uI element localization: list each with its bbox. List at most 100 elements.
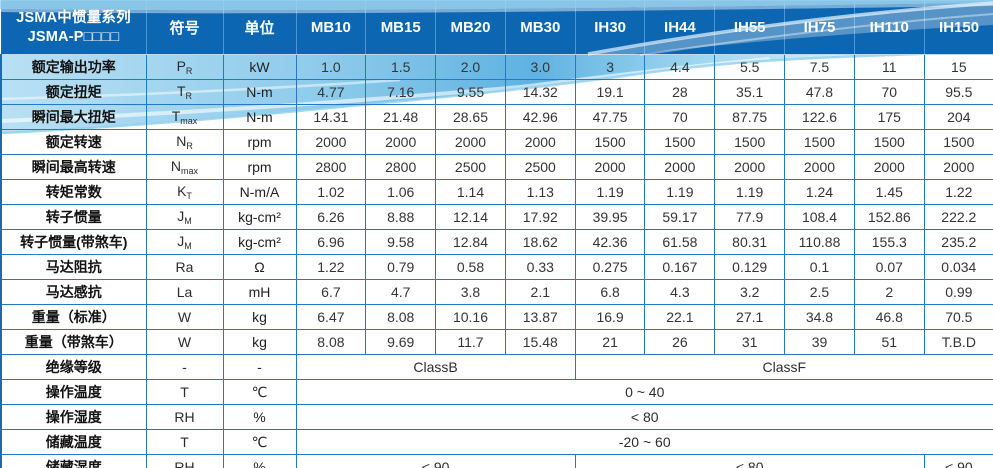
spec-span-value: ClassB bbox=[295, 354, 576, 380]
spec-value: 14.32 bbox=[504, 79, 576, 105]
spec-span-value: ClassF bbox=[574, 354, 993, 380]
spec-value: 2000 bbox=[853, 154, 925, 180]
spec-value: 1.5 bbox=[365, 54, 437, 80]
spec-row: 转子惯量(带煞车) JM kg-cm² 6.96 9.58 12.84 18.62 42.36… bbox=[0, 229, 993, 255]
spec-value: 1500 bbox=[644, 129, 716, 155]
spec-value: 175 bbox=[853, 104, 925, 130]
spec-value: 2000 bbox=[714, 154, 786, 180]
spec-unit: kg bbox=[222, 329, 297, 355]
spec-symbol: Tmax bbox=[145, 104, 224, 130]
spec-unit: - bbox=[222, 354, 297, 380]
spec-value: 122.6 bbox=[784, 104, 855, 130]
spec-label: 操作湿度 bbox=[0, 404, 147, 430]
spec-value: 61.58 bbox=[644, 229, 716, 255]
spec-label: 额定输出功率 bbox=[0, 54, 147, 80]
spec-value: 155.3 bbox=[853, 229, 925, 255]
spec-value: 9.55 bbox=[435, 79, 506, 105]
spec-value: 6.96 bbox=[295, 229, 367, 255]
spec-value: 12.14 bbox=[435, 204, 506, 230]
series-title-line2: JSMA-P□□□□ bbox=[27, 28, 120, 45]
model-header-ih150: IH150 bbox=[923, 0, 993, 55]
spec-value: 0.129 bbox=[714, 254, 786, 280]
spec-value: 2.5 bbox=[784, 279, 855, 305]
unit-column-header: 单位 bbox=[222, 0, 297, 55]
spec-value: 18.62 bbox=[504, 229, 576, 255]
spec-row: 操作温度 T ℃ 0 ~ 40 bbox=[0, 379, 993, 405]
spec-unit: N-m/A bbox=[222, 179, 297, 205]
spec-symbol: KT bbox=[145, 179, 224, 205]
spec-value: 235.2 bbox=[923, 229, 993, 255]
spec-value: 0.33 bbox=[504, 254, 576, 280]
spec-value: 77.9 bbox=[714, 204, 786, 230]
symbol-column-header: 符号 bbox=[145, 0, 224, 55]
spec-value: 222.2 bbox=[923, 204, 993, 230]
spec-value: 0.07 bbox=[853, 254, 925, 280]
spec-value: 31 bbox=[714, 329, 786, 355]
spec-value: 0.1 bbox=[784, 254, 855, 280]
spec-value: 28 bbox=[644, 79, 716, 105]
spec-row: 绝缘等级 - - ClassB ClassF bbox=[0, 354, 993, 380]
spec-value: 110.88 bbox=[784, 229, 855, 255]
spec-span-value: -20 ~ 60 bbox=[295, 429, 993, 455]
spec-value: 6.8 bbox=[574, 279, 646, 305]
spec-value: 2000 bbox=[923, 154, 993, 180]
spec-label: 绝缘等级 bbox=[0, 354, 147, 380]
spec-unit: N-m bbox=[222, 104, 297, 130]
spec-value: 15.48 bbox=[504, 329, 576, 355]
spec-value: 3.0 bbox=[504, 54, 576, 80]
spec-row: 操作湿度 RH% < 80 bbox=[0, 404, 993, 430]
spec-row: 瞬间最大扭矩 Tmax N-m 14.31 21.48 28.65 42.96 47.75 70… bbox=[0, 104, 993, 130]
spec-value: 0.275 bbox=[574, 254, 646, 280]
spec-symbol: NR bbox=[145, 129, 224, 155]
spec-value: 70.5 bbox=[923, 304, 993, 330]
spec-value: 9.58 bbox=[365, 229, 437, 255]
spec-value: 2000 bbox=[365, 129, 437, 155]
spec-value: 1500 bbox=[853, 129, 925, 155]
spec-value: 11.7 bbox=[435, 329, 506, 355]
spec-row: 马达感抗 La mH 6.7 4.7 3.8 2.1 6.8 4.3 3.2 2.5 2 0.99 bbox=[0, 279, 993, 305]
spec-unit: rpm bbox=[222, 154, 297, 180]
spec-label: 转矩常数 bbox=[0, 179, 147, 205]
spec-value: 1.0 bbox=[295, 54, 367, 80]
spec-value: 2500 bbox=[504, 154, 576, 180]
spec-value: 2.1 bbox=[504, 279, 576, 305]
spec-value: 95.5 bbox=[923, 79, 993, 105]
spec-label: 马达感抗 bbox=[0, 279, 147, 305]
spec-label: 操作温度 bbox=[0, 379, 147, 405]
spec-value: 1.19 bbox=[714, 179, 786, 205]
spec-unit: Ω bbox=[222, 254, 297, 280]
spec-symbol: JM bbox=[145, 229, 224, 255]
spec-value: 6.47 bbox=[295, 304, 367, 330]
spec-value: 70 bbox=[644, 104, 716, 130]
spec-value: 59.17 bbox=[644, 204, 716, 230]
spec-value: 35.1 bbox=[714, 79, 786, 105]
model-header-mb10: MB10 bbox=[295, 0, 367, 55]
series-title-line1: JSMA中惯量系列 bbox=[16, 9, 131, 26]
spec-value: 4.7 bbox=[365, 279, 437, 305]
spec-value: 1.19 bbox=[574, 179, 646, 205]
spec-symbol: - bbox=[145, 354, 224, 380]
spec-unit: ℃ bbox=[222, 379, 297, 405]
spec-span-value: < 90 bbox=[923, 454, 993, 468]
spec-value: 21.48 bbox=[365, 104, 437, 130]
spec-value: 28.65 bbox=[435, 104, 506, 130]
spec-value: 11 bbox=[853, 54, 925, 80]
spec-value: 1.45 bbox=[853, 179, 925, 205]
spec-value: 1.19 bbox=[644, 179, 716, 205]
model-header-mb20: MB20 bbox=[435, 0, 506, 55]
model-header-mb30: MB30 bbox=[504, 0, 576, 55]
spec-value: 1.13 bbox=[504, 179, 576, 205]
spec-value: 42.96 bbox=[504, 104, 576, 130]
spec-value: 1.02 bbox=[295, 179, 367, 205]
spec-unit: % bbox=[222, 454, 297, 468]
spec-value: 39.95 bbox=[574, 204, 646, 230]
spec-value: 1500 bbox=[784, 129, 855, 155]
spec-label: 储藏湿度 bbox=[0, 454, 147, 468]
spec-value: 3 bbox=[574, 54, 646, 80]
spec-symbol: W bbox=[145, 304, 224, 330]
model-header-mb15: MB15 bbox=[365, 0, 437, 55]
spec-row: 额定扭矩 TR N-m 4.77 7.16 9.55 14.32 19.1 28 35.1 47.8… bbox=[0, 79, 993, 105]
spec-symbol: PR bbox=[145, 54, 224, 80]
